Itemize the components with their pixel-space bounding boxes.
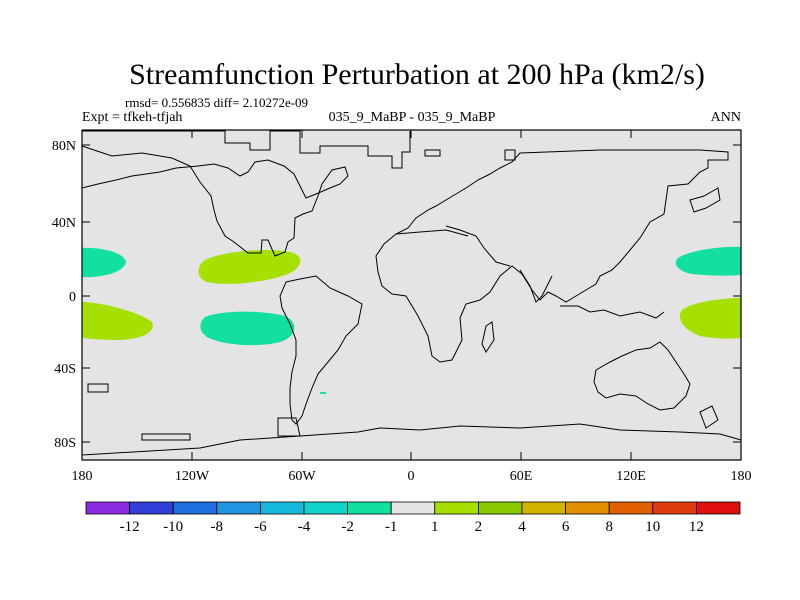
coastlines <box>81 130 742 456</box>
coastline-north-america <box>81 145 349 257</box>
axis-ticks <box>82 130 741 460</box>
map-background <box>82 130 741 460</box>
colorbar-label: 10 <box>645 519 660 535</box>
colorbar-label: 2 <box>475 519 483 535</box>
colorbar-label: 8 <box>605 519 613 535</box>
coastline-mediterranean <box>395 229 469 237</box>
map-panel: 80N 40N 0 40S 80S 180 120W 60W 0 60E 120… <box>52 129 752 484</box>
coastline-new-zealand <box>699 405 719 429</box>
plot-title: Streamfunction Perturbation at 200 hPa (… <box>129 58 705 91</box>
colorbar-swatch <box>129 501 174 515</box>
anomaly-blob-nh-165e <box>675 246 741 276</box>
coastline-japan <box>689 187 721 213</box>
coastline-australia <box>593 341 691 411</box>
colorbar: -12 -10 -8 -6 -4 -2 -1 1 2 4 6 8 10 12 <box>85 501 741 535</box>
coastline-south-islands-atl <box>277 417 301 437</box>
colorbar-label: -8 <box>211 519 224 535</box>
colorbar-swatch <box>303 501 348 515</box>
colorbar-label: 1 <box>431 519 439 535</box>
colorbar-label: -10 <box>163 519 183 535</box>
stats-label: rmsd= 0.556835 diff= 2.10272e-09 <box>125 95 308 110</box>
anomaly-blobs <box>82 246 741 394</box>
coastline-eurasia-africa <box>375 149 729 363</box>
y-tick-40s: 40S <box>54 362 76 377</box>
coastline-antarctica <box>81 423 742 456</box>
x-tick-0: 0 <box>408 469 415 484</box>
coastline-se-asia-islands <box>560 305 665 319</box>
colorbar-label: 6 <box>562 519 570 535</box>
colorbar-swatch <box>608 501 654 515</box>
x-tick-180w: 180 <box>72 469 93 484</box>
case-label: 035_9_MaBP - 035_9_MaBP <box>329 110 496 125</box>
anomaly-blob-sh-180w <box>82 302 153 340</box>
coastline-india <box>519 269 553 303</box>
colorbar-label: 12 <box>689 519 704 535</box>
experiment-label: Expt = tfkeh-tfjah <box>82 110 182 125</box>
colorbar-swatch <box>172 501 218 515</box>
colorbar-label: 4 <box>518 519 526 535</box>
colorbar-label: -2 <box>341 519 354 535</box>
coastline-madagascar <box>481 321 495 353</box>
colorbar-swatch <box>85 501 130 515</box>
x-tick-180e: 180 <box>731 469 752 484</box>
x-tick-60w: 60W <box>288 469 316 484</box>
y-tick-0: 0 <box>69 290 76 305</box>
colorbar-label: -12 <box>120 519 140 535</box>
x-tick-120w: 120W <box>175 469 210 484</box>
colorbar-swatch <box>216 501 261 515</box>
colorbar-swatch <box>521 501 566 515</box>
coastline-south-america <box>279 275 363 425</box>
colorbar-swatch <box>565 501 610 515</box>
y-tick-80n: 80N <box>52 139 76 154</box>
colorbar-swatch <box>259 501 305 515</box>
colorbar-swatch <box>434 501 479 515</box>
colorbar-label: -6 <box>254 519 267 535</box>
x-tick-120e: 120E <box>616 469 646 484</box>
coastline-south-islands-west <box>87 383 109 393</box>
anomaly-speck <box>320 392 326 394</box>
colorbar-swatch <box>390 501 436 515</box>
colorbar-label: -1 <box>385 519 398 535</box>
y-tick-40n: 40N <box>52 216 76 231</box>
colorbar-swatch <box>477 501 523 515</box>
season-label: ANN <box>711 110 741 125</box>
colorbar-swatch <box>347 501 392 515</box>
coastline-arabia <box>445 225 511 267</box>
y-tick-80s: 80S <box>54 436 76 451</box>
colorbar-swatch <box>696 501 741 515</box>
anomaly-blob-sh-165e <box>679 298 741 339</box>
coastline-arctic-north <box>82 130 411 169</box>
colorbar-label: -4 <box>298 519 311 535</box>
coastline-south-islands-mid <box>141 433 191 441</box>
anomaly-blob-nh-110w <box>198 249 301 284</box>
x-tick-60e: 60E <box>510 469 533 484</box>
anomaly-blob-nh-180w <box>82 247 126 278</box>
anomaly-blob-sh-100w <box>200 311 295 346</box>
colorbar-swatch <box>652 501 697 515</box>
